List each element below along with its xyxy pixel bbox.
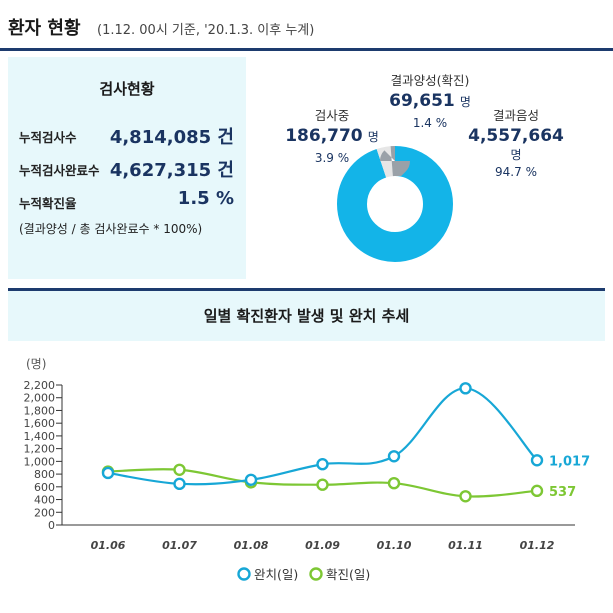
- y-tick-label: 0: [48, 519, 55, 532]
- test-result-donut-panel: 결과양성(확진) 69,651 명 1.4 % 검사중 186,770 명 3.…: [246, 57, 605, 279]
- donut-chart: [337, 146, 453, 262]
- y-tick-label: 1,000: [24, 455, 56, 468]
- data-point: [173, 477, 186, 491]
- x-tick-label: 01.11: [448, 539, 483, 552]
- donut-slice-positive: [337, 146, 453, 262]
- y-tick-label: 200: [34, 506, 55, 519]
- stat-label-positive-rate: 누적확진율: [19, 196, 77, 211]
- donut-label-negative: 결과음성 4,557,664 명 94.7 %: [468, 105, 564, 179]
- negative-caption: 결과음성: [492, 108, 539, 123]
- data-point: [173, 463, 186, 476]
- y-tick-label: 1,200: [24, 443, 56, 456]
- x-tick-label: 01.07: [162, 539, 197, 552]
- data-point: [244, 473, 258, 487]
- chart-title-bar: 일별 확진환자 발생 및 완치 추세: [8, 291, 605, 341]
- testing-value: 186,770: [285, 126, 363, 146]
- test-status-panel: 검사현황 누적검사수 4,814,085 건 누적검사완료수 4,627,315…: [8, 57, 246, 279]
- stat-value-positive-rate: 1.5 %: [177, 188, 234, 209]
- testing-caption: 검사중: [314, 108, 350, 123]
- section-divider: [8, 288, 605, 291]
- data-point: [101, 466, 115, 480]
- testing-percent: 3.9 %: [314, 151, 350, 165]
- y-tick-label: 400: [34, 494, 55, 507]
- negative-unit: 명: [510, 148, 522, 162]
- data-point: [459, 490, 472, 503]
- y-tick-label: 1,800: [24, 404, 56, 417]
- x-tick-label: 01.10: [377, 539, 412, 552]
- y-tick-label: 800: [34, 468, 55, 481]
- positive-value: 69,651: [389, 91, 455, 111]
- stat-value-completed-tests: 4,627,315 건: [109, 160, 234, 181]
- line-chart: (명) 02004006008001,0001,2001,4001,6001,8…: [24, 357, 591, 582]
- positive-percent: 1.4 %: [412, 116, 448, 130]
- y-tick-label: 1,400: [24, 430, 56, 443]
- series-end-label: 537: [549, 485, 576, 500]
- data-point: [387, 450, 401, 463]
- x-tick-label: 01.12: [520, 539, 555, 552]
- y-tick-label: 2,000: [24, 392, 56, 405]
- stat-label-completed-tests: 누적검사완료수: [19, 163, 100, 178]
- legend-marker: [309, 567, 323, 581]
- data-point: [459, 382, 472, 395]
- positive-rate-note: (결과양성 / 총 검사완료수 * 100%): [19, 222, 203, 236]
- positive-caption: 결과양성(확진): [390, 73, 470, 88]
- negative-value: 4,557,664: [468, 126, 564, 146]
- donut-label-testing: 검사중 186,770 명 3.9 %: [282, 105, 382, 165]
- x-tick-label: 01.06: [91, 539, 126, 552]
- donut-label-positive: 결과양성(확진) 69,651 명 1.4 %: [372, 70, 488, 130]
- x-tick-label: 01.09: [305, 539, 340, 552]
- x-tick-label: 01.08: [234, 539, 269, 552]
- header: 환자 현황 (1.12. 00시 기준, '20.1.3. 이후 누계): [0, 0, 613, 51]
- page-subtitle: (1.12. 00시 기준, '20.1.3. 이후 누계): [97, 23, 315, 38]
- legend-label: 확진(일): [326, 567, 370, 582]
- data-point: [316, 458, 329, 471]
- y-tick-label: 2,200: [24, 379, 56, 392]
- y-axis-unit: (명): [26, 357, 46, 371]
- data-point: [316, 478, 329, 491]
- legend-label: 완치(일): [254, 567, 298, 582]
- data-point: [530, 454, 544, 467]
- y-tick-label: 1,600: [24, 417, 56, 430]
- stat-label-total-tests: 누적검사수: [19, 130, 77, 145]
- positive-unit: 명: [459, 95, 471, 109]
- stat-value-total-tests: 4,814,085 건: [109, 127, 234, 148]
- negative-percent: 94.7 %: [495, 165, 537, 179]
- data-point: [530, 484, 544, 498]
- legend-marker: [237, 567, 251, 581]
- test-status-title: 검사현황: [99, 80, 155, 98]
- y-tick-label: 600: [34, 481, 55, 494]
- header-divider: [0, 48, 613, 51]
- testing-unit: 명: [367, 130, 379, 144]
- data-point: [387, 476, 401, 490]
- series-end-label: 1,017: [549, 454, 590, 469]
- chart-title: 일별 확진환자 발생 및 완치 추세: [203, 307, 410, 325]
- page-title: 환자 현황: [8, 18, 81, 39]
